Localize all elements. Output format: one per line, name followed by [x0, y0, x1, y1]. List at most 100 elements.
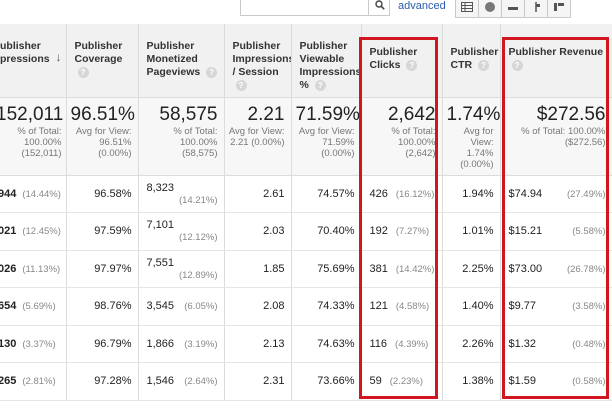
clicks-percent: (14.42%): [395, 263, 435, 275]
viewable-value: 74.57%: [317, 187, 355, 200]
coverage-value: 96.79%: [94, 337, 132, 350]
summary-value: 96.51%: [70, 103, 135, 125]
column-header-publisher-ctr[interactable]: Publisher CTR ?: [442, 24, 501, 98]
coverage-value: 97.97%: [94, 262, 132, 275]
viewable-value: 74.63%: [317, 337, 355, 350]
coverage-value: 97.28%: [94, 375, 132, 388]
impressions-percent: (2.81%): [22, 376, 56, 388]
pageviews-value: 1,866: [146, 337, 175, 350]
table-row[interactable]: 654 (5.69%) 98.76% 3,545 (6.05%) 2.08 74.33% 12…: [0, 287, 612, 326]
summary-cell: 1.74% Avg for View: 1.74% (0.00%): [442, 97, 501, 176]
revenue-percent: (0.48%): [572, 338, 606, 350]
summary-value: 1.74%: [446, 103, 500, 125]
clicks-percent: (4.58%): [395, 301, 430, 313]
per-session-value: 2.31: [263, 375, 285, 388]
comparison-view-button[interactable]: [524, 0, 548, 18]
pageviews-value: 7,101: [146, 219, 175, 232]
column-header-publisher-impressions-per-session[interactable]: Publisher Impressions / Session ?: [224, 24, 292, 98]
report-toolbar: advanced: [0, 0, 612, 22]
help-icon[interactable]: ?: [206, 66, 218, 78]
column-header-label: Publisher CTR: [450, 46, 499, 71]
coverage-cell: 96.79%: [66, 325, 139, 363]
search-input[interactable]: [240, 0, 390, 16]
revenue-percent: (3.58%): [572, 301, 606, 313]
pageviews-percent: (12.89%): [178, 269, 218, 281]
column-header-label: Publisher Viewable Impressions %: [299, 40, 361, 91]
pivot-view-button[interactable]: [547, 0, 571, 18]
impressions-cell: 026 (11.13%): [0, 250, 67, 288]
column-header-publisher-clicks[interactable]: Publisher Clicks ?: [361, 24, 443, 98]
table-row[interactable]: 944 (14.44%) 96.58% 8,323(14.21%) 2.61 74.57%…: [0, 175, 612, 213]
summary-cell: 58,575% of Total: 100.00% (58,575): [138, 97, 225, 176]
clicks-value: 121: [369, 300, 388, 313]
help-icon[interactable]: ?: [406, 59, 418, 71]
sort-descending-icon[interactable]: ↓: [55, 50, 62, 64]
viewable-cell: 74.57%: [291, 175, 362, 213]
summary-subtext: % of Total: 100.00% (2,642): [391, 125, 436, 159]
impressions-value: 130: [0, 337, 17, 350]
table-row[interactable]: 026 (11.13%) 97.97% 7,551(12.89%) 1.85 75.69%…: [0, 250, 612, 288]
summary-cell: 2.21 Avg for View: 2.21 (0.00%): [224, 97, 292, 176]
coverage-value: 96.58%: [94, 187, 132, 200]
revenue-cell: $1.59 (0.58%): [500, 362, 612, 401]
search-icon: [374, 0, 385, 10]
summary-value: 58,575: [159, 103, 218, 125]
viewable-value: 70.40%: [317, 225, 355, 238]
clicks-cell: 59 (2.23%): [361, 362, 443, 401]
pageviews-percent: (6.05%): [184, 301, 218, 313]
pageviews-cell: 8,323 (14.21%): [138, 175, 225, 213]
search-button[interactable]: [368, 0, 390, 16]
table-view-icon: [461, 2, 473, 12]
help-icon[interactable]: ?: [235, 79, 247, 91]
table-view-button[interactable]: [455, 0, 479, 18]
summary-subtext: Avg for View: 2.21 (0.00%): [228, 125, 285, 148]
column-header-publisher-monetized-pageviews[interactable]: Publisher Monetized Pageviews ?: [138, 24, 225, 98]
per-session-cell: 2.31: [224, 362, 292, 401]
column-header-publisher-viewable-impressions[interactable]: Publisher Viewable Impressions % ?: [291, 24, 362, 98]
viewable-cell: 70.40%: [291, 212, 362, 251]
table-row[interactable]: 265 (2.81%) 97.28% 1,546 (2.64%) 2.31 73.66% 59…: [0, 362, 612, 401]
bar-view-button[interactable]: [501, 0, 525, 18]
help-icon[interactable]: ?: [77, 66, 89, 78]
header-row: ublisher pressions ↓ Publisher Coverage …: [0, 24, 612, 98]
column-header-publisher-impressions[interactable]: ublisher pressions ↓: [0, 24, 67, 98]
impressions-cell: 654 (5.69%): [0, 287, 67, 326]
revenue-percent: (0.58%): [572, 376, 606, 388]
summary-value: 71.59%: [295, 103, 360, 125]
table-row[interactable]: 021 (12.45%) 97.59% 7,101(12.12%) 2.03 70.40%…: [0, 212, 612, 251]
report-table: ublisher pressions ↓ Publisher Coverage …: [0, 24, 612, 401]
clicks-value: 192: [369, 225, 388, 238]
ctr-cell: 1.38%: [442, 362, 501, 401]
per-session-value: 2.61: [263, 187, 285, 200]
comparison-view-icon: [535, 2, 540, 12]
bar-view-icon: [508, 7, 518, 10]
pageviews-cell: 7,551 (12.89%): [138, 250, 225, 288]
clicks-percent: (4.39%): [395, 338, 429, 350]
pie-view-button[interactable]: [478, 0, 502, 18]
summary-cell: 71.59% Avg for View: 71.59% (0.00%): [291, 97, 362, 176]
coverage-cell: 97.28%: [66, 362, 139, 401]
help-icon[interactable]: ?: [314, 79, 326, 91]
impressions-percent: (3.37%): [22, 338, 56, 350]
column-header-publisher-coverage[interactable]: Publisher Coverage ?: [66, 24, 139, 98]
revenue-value: $15.21: [508, 225, 543, 238]
impressions-value: 654: [0, 300, 17, 313]
pageviews-cell: 3,545 (6.05%): [138, 287, 225, 326]
summary-cell: 2,642% of Total: 100.00% (2,642): [361, 97, 443, 176]
column-header-publisher-revenue[interactable]: Publisher Revenue ?: [500, 24, 612, 98]
impressions-percent: (12.45%): [22, 226, 61, 238]
viewable-value: 74.33%: [317, 300, 355, 313]
pageviews-value: 3,545: [146, 300, 175, 313]
summary-subtext: % of Total: 100.00% ($272.56): [521, 125, 606, 148]
help-icon[interactable]: ?: [511, 59, 523, 71]
advanced-link[interactable]: advanced: [398, 0, 446, 10]
pie-view-icon: [485, 2, 495, 12]
summary-subtext: % of Total: 100.00% (152,011): [17, 125, 62, 159]
help-icon[interactable]: ?: [478, 59, 490, 71]
impressions-value: 026: [0, 262, 17, 275]
revenue-value: $73.00: [508, 262, 543, 275]
column-header-label: Publisher Monetized Pageviews: [146, 40, 201, 78]
per-session-cell: 2.03: [224, 212, 292, 251]
table-row[interactable]: 130 (3.37%) 96.79% 1,866 (3.19%) 2.13 74.63% 11…: [0, 325, 612, 363]
view-toggle-group: [455, 0, 571, 18]
